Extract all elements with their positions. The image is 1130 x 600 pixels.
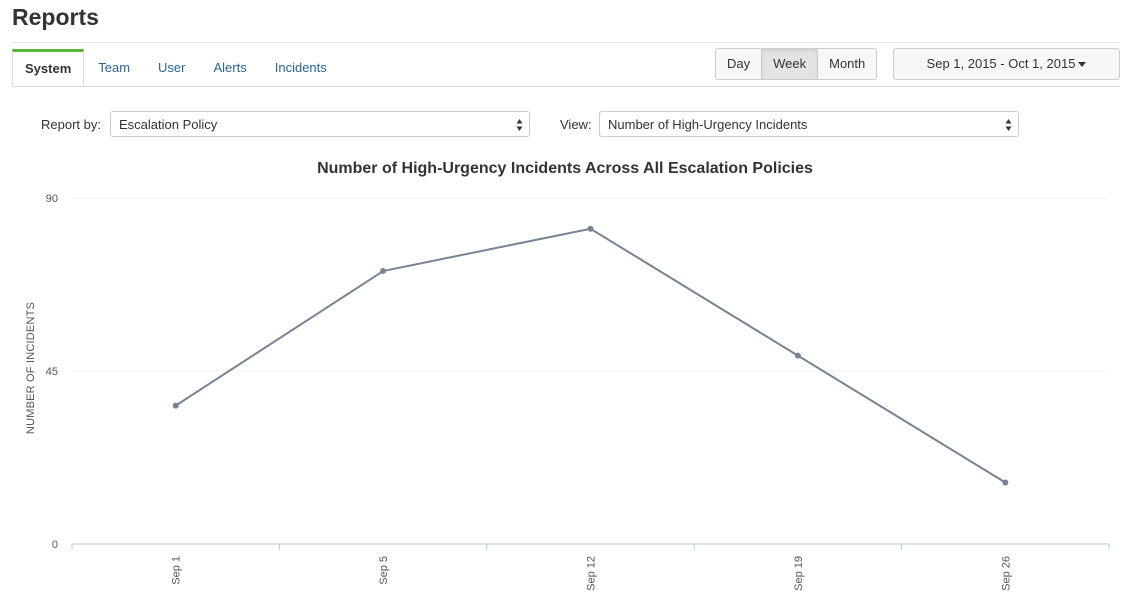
date-range-button[interactable]: Sep 1, 2015 - Oct 1, 2015 [893, 48, 1120, 80]
tabs-divider [12, 86, 1120, 87]
select-arrows-icon [1005, 119, 1012, 131]
data-point [380, 268, 387, 275]
view-select[interactable]: Number of High-Urgency Incidents [599, 111, 1019, 137]
x-tick-label: Sep 26 [1000, 556, 1012, 591]
y-tick-label: 90 [46, 193, 58, 205]
data-point [794, 352, 801, 359]
tab-incidents[interactable]: Incidents [274, 60, 327, 75]
view-label: View: [560, 117, 592, 132]
week-button[interactable]: Week [761, 48, 819, 80]
view-value: Number of High-Urgency Incidents [608, 117, 808, 132]
report-by-label: Report by: [41, 117, 101, 132]
tab-alerts[interactable]: Alerts [213, 60, 247, 75]
x-tick-label: Sep 1 [171, 556, 183, 585]
x-tick-label: Sep 19 [793, 556, 805, 591]
x-tick-label: Sep 12 [586, 556, 598, 591]
month-button[interactable]: Month [817, 48, 878, 80]
report-by-value: Escalation Policy [119, 117, 218, 132]
data-point [172, 402, 179, 409]
chart-title: Number of High-Urgency Incidents Across … [317, 160, 813, 177]
granularity-toggle: Day Week Month [715, 48, 878, 80]
report-tabs: System Team User Alerts Incidents [12, 49, 341, 86]
page-title: Reports [12, 4, 99, 30]
tab-system[interactable]: System [12, 49, 85, 86]
report-by-select[interactable]: Escalation Policy [110, 111, 530, 137]
data-point [1002, 479, 1009, 486]
day-button[interactable]: Day [715, 48, 763, 80]
series-line [175, 227, 1006, 484]
y-tick-label: 45 [46, 366, 58, 378]
date-range-label: Sep 1, 2015 - Oct 1, 2015 [926, 56, 1076, 71]
select-arrows-icon [516, 119, 523, 131]
y-tick-label: 0 [52, 539, 58, 551]
title-divider [12, 42, 1120, 43]
data-point [587, 225, 594, 232]
tab-team[interactable]: Team [98, 60, 131, 75]
tab-user[interactable]: User [158, 60, 186, 75]
x-tick-label: Sep 5 [378, 556, 390, 585]
caret-down-icon [1078, 62, 1087, 68]
